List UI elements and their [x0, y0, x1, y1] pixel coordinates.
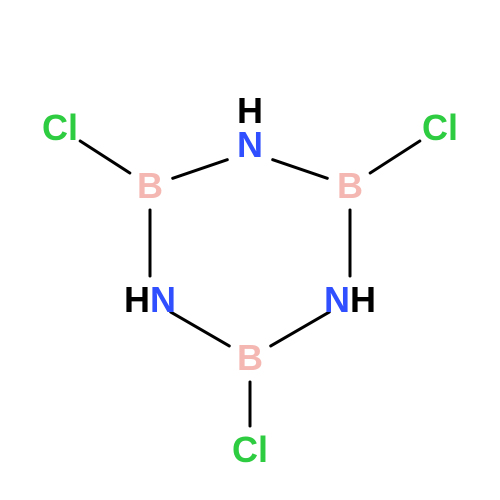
bond [173, 160, 228, 179]
atom-label-part: H [237, 94, 263, 128]
bond [370, 141, 420, 173]
atom-n: NH [324, 279, 376, 321]
bond-layer [0, 0, 500, 500]
atom-b: B [337, 165, 363, 207]
atom-n: HN [124, 279, 176, 321]
atom-label-part: Cl [422, 107, 458, 148]
atom-label-part: N [150, 279, 176, 320]
atom-label-part: B [237, 337, 263, 378]
atom-label-part: Cl [42, 107, 78, 148]
atom-label-part: N [237, 128, 263, 162]
atom-label-part: B [137, 165, 163, 206]
atom-cl: Cl [422, 107, 458, 149]
bond [80, 141, 130, 173]
atom-label-part: N [324, 279, 350, 320]
bond [271, 312, 329, 346]
atom-label-part: H [350, 279, 376, 320]
atom-cl: Cl [42, 107, 78, 149]
atom-b: B [137, 165, 163, 207]
atom-cl: Cl [232, 429, 268, 471]
atom-label-part: B [337, 165, 363, 206]
atom-n: HN [237, 94, 263, 162]
bond [171, 312, 229, 346]
atom-label-part: Cl [232, 429, 268, 470]
atom-b: B [237, 337, 263, 379]
atom-label-part: H [124, 279, 150, 320]
bond [273, 160, 328, 179]
